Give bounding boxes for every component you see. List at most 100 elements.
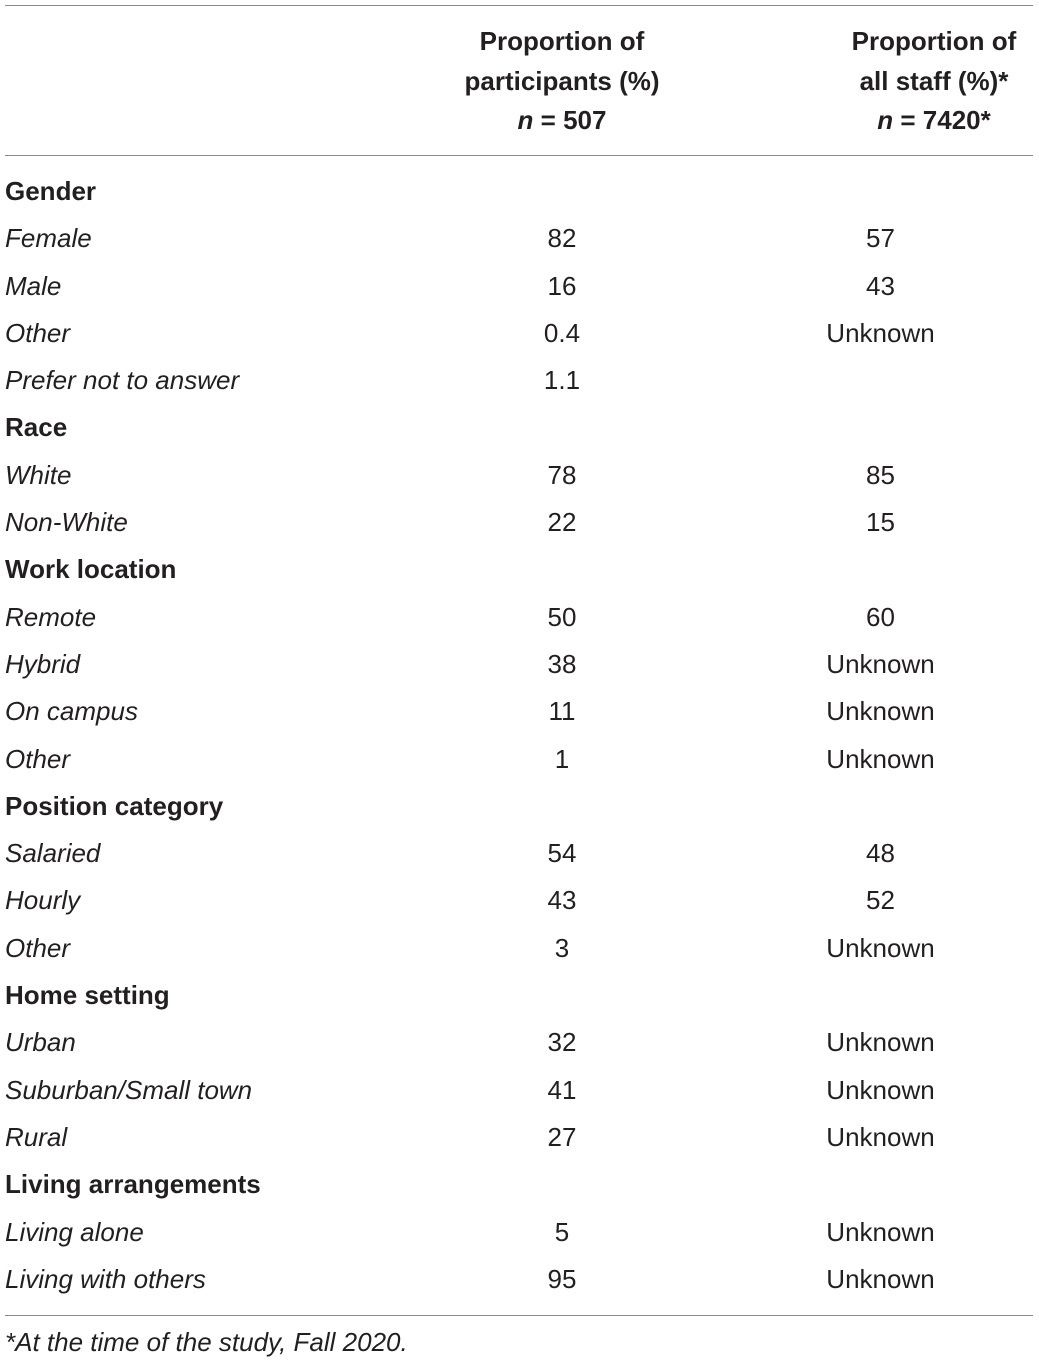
staff-cell: 85: [692, 452, 1033, 499]
participants-value: 0.4: [543, 317, 581, 348]
participants-value: 78: [547, 459, 577, 490]
table-row: Salaried 54 48: [5, 830, 1033, 877]
row-label: Remote: [5, 601, 97, 632]
category-label: Home setting: [5, 980, 170, 1011]
table-row: Male 16 43: [5, 263, 1033, 310]
table-top-rule: [5, 5, 1033, 6]
demographics-table: Gender Female 82 57 Male 16 43 Other 0.4 Unknown P…: [5, 168, 1033, 1303]
table-row: Remote 50 60: [5, 594, 1033, 641]
participants-value: 38: [547, 648, 577, 679]
staff-value: Unknown: [826, 1074, 935, 1105]
participants-value: 54: [547, 838, 577, 869]
staff-cell: Unknown: [692, 641, 1033, 688]
column-header-all-staff: Proportion of all staff (%)* n = 7420*: [814, 22, 1039, 141]
participants-value: 27: [547, 1121, 577, 1152]
staff-cell: Unknown: [692, 1019, 1033, 1066]
participants-value: [432, 546, 692, 593]
staff-value: 15: [866, 507, 895, 538]
table-row: Prefer not to answer 1.1: [5, 357, 1033, 404]
header-sample-size: n = 507: [432, 101, 692, 141]
row-label: Other: [5, 317, 71, 348]
staff-cell: Unknown: [692, 925, 1033, 972]
row-label: Non-White: [5, 507, 128, 538]
staff-value: Unknown: [826, 696, 935, 727]
participants-value: 82: [547, 223, 577, 254]
staff-cell: [692, 1161, 1033, 1208]
table-row: Living alone 5 Unknown: [5, 1209, 1033, 1256]
sample-size-value: = 507: [533, 105, 607, 135]
staff-value: 85: [866, 459, 895, 490]
table-row: Female 82 57: [5, 215, 1033, 262]
staff-cell: 57: [692, 215, 1033, 262]
row-label: On campus: [5, 696, 138, 727]
row-label: Urban: [5, 1027, 76, 1058]
staff-value: Unknown: [826, 1027, 935, 1058]
sample-size-symbol: n: [517, 105, 534, 135]
participants-value: [432, 404, 692, 451]
table-row: Other 0.4 Unknown: [5, 310, 1033, 357]
header-divider-rule: [5, 155, 1033, 156]
row-label: Other: [5, 932, 71, 963]
row-label: Female: [5, 223, 92, 254]
participants-value: [432, 168, 692, 215]
participants-value: 3: [554, 932, 570, 963]
table-row: Urban 32 Unknown: [5, 1019, 1033, 1066]
participants-value: 5: [554, 1216, 570, 1247]
staff-cell: Unknown: [692, 1256, 1033, 1303]
header-line: Proportion of: [851, 26, 1017, 56]
participants-value: 32: [547, 1027, 577, 1058]
staff-cell: [692, 972, 1033, 1019]
header-line: all staff (%)*: [859, 65, 1009, 96]
staff-value: 60: [866, 601, 895, 632]
staff-cell: 48: [692, 830, 1033, 877]
participants-value: 41: [547, 1074, 577, 1105]
staff-value: 57: [866, 223, 895, 254]
row-label: Male: [5, 270, 62, 301]
category-label: Living arrangements: [5, 1169, 261, 1200]
staff-value: Unknown: [826, 648, 935, 679]
table-body: Gender Female 82 57 Male 16 43 Other 0.4 Unknown P…: [5, 168, 1033, 1303]
table-row: On campus 11 Unknown: [5, 688, 1033, 735]
category-row: Home setting: [5, 972, 1033, 1019]
participants-value: 11: [548, 696, 576, 727]
staff-cell: 43: [692, 263, 1033, 310]
staff-value: Unknown: [826, 1121, 935, 1152]
sample-size-symbol: n: [877, 105, 894, 135]
category-label: Work location: [5, 554, 177, 585]
table-row: Hourly 43 52: [5, 877, 1033, 924]
row-label: Living with others: [5, 1263, 206, 1294]
staff-value: 48: [866, 838, 895, 869]
staff-cell: Unknown: [692, 310, 1033, 357]
staff-cell: Unknown: [692, 736, 1033, 783]
category-row: Race: [5, 404, 1033, 451]
participants-value: 43: [547, 885, 577, 916]
row-label: White: [5, 459, 72, 490]
staff-cell: [692, 357, 1033, 404]
category-row: Work location: [5, 546, 1033, 593]
table-row: Other 1 Unknown: [5, 736, 1033, 783]
table-row: White 78 85: [5, 452, 1033, 499]
row-label: Salaried: [5, 838, 101, 869]
staff-cell: [692, 168, 1033, 215]
table-row: Living with others 95 Unknown: [5, 1256, 1033, 1303]
table-row: Rural 27 Unknown: [5, 1114, 1033, 1161]
staff-value: Unknown: [826, 1263, 935, 1294]
staff-value: Unknown: [826, 743, 935, 774]
staff-cell: [692, 404, 1033, 451]
participants-value: 95: [547, 1263, 577, 1294]
table-row: Non-White 22 15: [5, 499, 1033, 546]
participants-value: [432, 783, 692, 830]
participants-value: 1.1: [543, 365, 581, 396]
table-footnote: *At the time of the study, Fall 2020.: [5, 1327, 408, 1357]
header-line: participants (%): [464, 65, 660, 96]
staff-cell: Unknown: [692, 1114, 1033, 1161]
staff-cell: Unknown: [692, 1067, 1033, 1114]
table-row: Suburban/Small town 41 Unknown: [5, 1067, 1033, 1114]
participants-value: [432, 1161, 692, 1208]
staff-cell: [692, 783, 1033, 830]
row-label: Hourly: [5, 885, 81, 916]
participants-value: [432, 972, 692, 1019]
row-label: Prefer not to answer: [5, 365, 240, 396]
category-row: Living arrangements: [5, 1161, 1033, 1208]
participants-value: 1: [554, 743, 570, 774]
